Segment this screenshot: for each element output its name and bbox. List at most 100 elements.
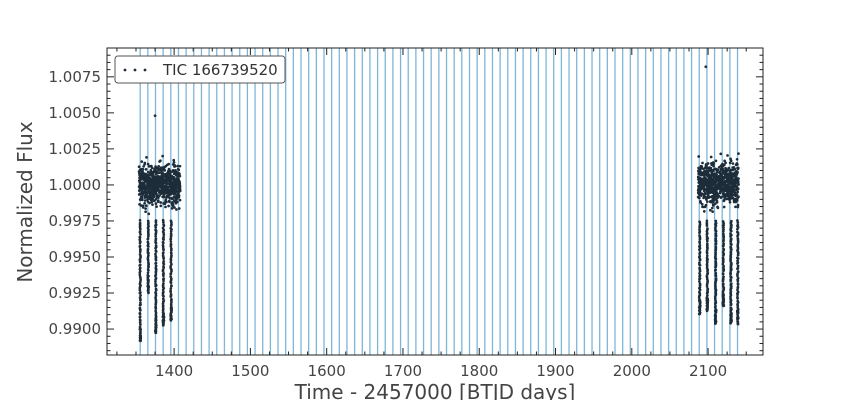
y-tick-label: 0.9900 [49, 320, 102, 338]
data-point [138, 271, 142, 274]
data-point [711, 210, 714, 213]
data-point [705, 251, 709, 255]
data-point [169, 252, 173, 255]
data-point [706, 269, 709, 273]
data-point [170, 220, 173, 224]
data-point [722, 229, 725, 233]
data-point [169, 237, 173, 241]
data-point [729, 314, 733, 318]
data-point [159, 201, 163, 204]
data-point [705, 254, 709, 258]
data-point [736, 320, 740, 324]
data-point [736, 253, 740, 257]
data-point [176, 164, 180, 168]
data-point [140, 195, 144, 198]
data-point [148, 201, 151, 205]
data-point [144, 204, 148, 208]
data-point [736, 293, 739, 297]
data-point [714, 239, 718, 243]
data-point [153, 114, 157, 118]
legend-marker-dot [133, 68, 137, 72]
data-point [735, 157, 739, 161]
data-point [177, 168, 181, 172]
y-axis-title: Normalized Flux [13, 121, 37, 283]
data-point [173, 164, 177, 168]
data-point [147, 174, 150, 178]
data-point [735, 199, 739, 202]
data-point [721, 272, 725, 276]
data-point [138, 273, 142, 277]
data-point [729, 259, 732, 263]
data-point [156, 199, 160, 202]
data-point [139, 332, 142, 335]
data-point [729, 239, 733, 243]
data-point [736, 221, 740, 224]
data-point [736, 297, 739, 300]
data-point [721, 262, 725, 266]
y-tick-label: 0.9925 [49, 284, 102, 302]
data-point [154, 241, 158, 245]
data-point [698, 248, 701, 252]
data-point [138, 241, 142, 245]
data-point [163, 202, 167, 206]
data-point [162, 279, 165, 283]
data-point [729, 269, 733, 272]
data-point [714, 234, 718, 238]
data-point [140, 197, 144, 201]
data-point [728, 200, 732, 204]
data-point [144, 207, 147, 210]
data-point [736, 283, 740, 286]
data-point [154, 280, 157, 284]
data-point [713, 182, 717, 186]
data-point [169, 258, 173, 262]
data-point [138, 312, 142, 316]
data-point [154, 264, 158, 268]
data-point [700, 192, 704, 196]
data-point [178, 182, 182, 186]
x-tick-label: 2100 [689, 362, 727, 380]
data-point [138, 260, 142, 264]
data-point [735, 193, 739, 196]
data-point [178, 172, 181, 176]
data-point [161, 269, 165, 273]
data-point [154, 202, 158, 205]
data-point [709, 155, 713, 159]
data-point [154, 258, 158, 262]
data-point [164, 198, 168, 202]
data-point [169, 275, 173, 278]
legend-marker-dot [123, 68, 127, 72]
data-point [169, 319, 173, 322]
data-point [170, 207, 174, 210]
data-point [698, 176, 702, 180]
data-point [147, 245, 150, 248]
data-point [154, 250, 158, 253]
data-point [722, 248, 726, 252]
data-point [722, 221, 725, 225]
data-point [700, 202, 704, 206]
y-tick-label: 1.0025 [49, 140, 102, 158]
data-point [178, 184, 182, 188]
data-point [729, 288, 732, 291]
data-point [697, 155, 701, 158]
data-point [154, 232, 158, 236]
data-point [710, 206, 714, 210]
data-point [161, 175, 165, 179]
data-point [730, 276, 733, 279]
data-point [169, 230, 173, 233]
y-tick-label: 0.9975 [49, 212, 102, 230]
data-point [156, 196, 160, 200]
data-point [723, 163, 726, 167]
data-point [161, 302, 165, 306]
data-point [714, 245, 718, 249]
data-point [138, 236, 142, 239]
data-point [716, 192, 720, 196]
data-point [138, 286, 142, 290]
x-tick-label: 2000 [613, 362, 651, 380]
data-point [707, 196, 711, 199]
data-point [138, 218, 142, 222]
data-point [137, 165, 141, 169]
data-point [698, 288, 702, 292]
data-point [154, 198, 158, 201]
data-point [698, 241, 702, 245]
data-point [731, 193, 735, 197]
